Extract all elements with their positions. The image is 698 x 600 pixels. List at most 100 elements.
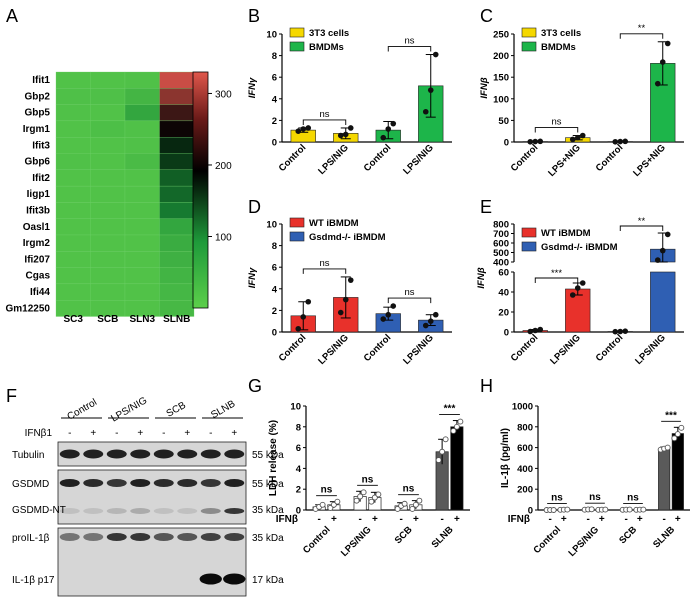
blot-band [177,449,198,459]
data-point [427,318,434,325]
legend-swatch [521,227,537,238]
data-point [617,138,624,145]
legend-label: WT iBMDM [309,218,359,229]
western-row-label: proIL-1β [12,533,50,544]
blot-band [59,479,80,487]
heatmap-cell [55,202,91,219]
data-point [674,431,681,438]
panel-label-f: F [6,386,17,406]
blot-band [106,508,127,514]
heatmap-cell [124,137,160,154]
y-tick-label: 0 [272,328,277,339]
western-sign: + [231,428,237,439]
significance-label: ns [551,117,561,128]
heatmap-cell [124,283,160,301]
data-point [659,247,666,254]
treatment-sign: - [624,514,627,525]
blot-panel [57,469,247,525]
y-axis-label: IFNβ [479,77,490,98]
y-axis-label: IFNγ [247,267,258,288]
y-tick-label: 0 [504,328,509,339]
treatment-label: IFNβ [508,514,530,525]
heatmap-cell [90,234,126,252]
data-point [353,497,360,504]
data-point [564,506,571,513]
heatmap-cell [159,234,195,252]
x-tick-label: LPS/NIG [401,142,436,177]
legend-swatch [521,27,537,38]
blot-band [224,449,245,459]
x-tick-label: Control [594,332,626,364]
treatment-sign: + [637,514,643,525]
heatmap-row-label: Irgm1 [23,124,51,135]
significance-label: *** [551,268,562,279]
heatmap-cell [124,120,160,138]
heatmap-cell [159,267,195,285]
data-point [300,314,307,320]
treatment-sign: - [662,514,665,525]
heatmap-cell [55,169,91,187]
data-point [412,501,419,508]
data-point [527,328,534,335]
heatmap-row-label: Ifit3b [26,205,50,216]
colorbar-tick-label: 100 [215,232,232,243]
blot-band [106,449,127,459]
y-tick-label: 4 [272,94,278,105]
y-tick-label: 0 [272,138,277,149]
y-tick-label: 150 [493,73,509,84]
data-point [357,493,364,500]
data-point [401,500,408,507]
data-point [532,327,539,334]
western-sign: + [184,428,190,439]
data-point [319,501,326,508]
heatmap-col-label: SLNB [163,314,190,325]
heatmap-cell [55,71,91,89]
x-tick-label: LPS+NIG [546,142,583,179]
treatment-sign: + [675,514,681,525]
bar [565,288,591,333]
data-point [385,126,392,132]
data-point [678,424,685,431]
x-tick-label: Control [277,142,309,174]
y-tick-label: 8 [272,51,277,62]
panel-label-c: C [480,6,493,26]
data-point [671,435,678,442]
y-tick-label: 40 [498,288,509,299]
significance-label: ns [362,474,374,485]
significance-label: ** [638,23,646,34]
legend-label: WT iBMDM [541,228,591,239]
western-condition-label: LPS/NIG [109,395,149,424]
x-tick-label: LPS/NIG [566,524,601,559]
data-point [427,87,434,93]
significance-label: ns [319,109,329,120]
y-axis-label: LDH release (%) [268,420,279,496]
western-kda-label: 35 kDa [252,505,284,516]
y-tick-label: 200 [493,51,509,62]
significance-bracket [619,33,664,39]
heatmap-cell [124,202,160,219]
data-point [457,418,464,425]
data-point [432,51,439,58]
legend-swatch [289,217,305,228]
data-point [453,423,460,430]
heatmap-cell [55,104,91,122]
data-point [537,326,544,333]
legend-swatch [521,241,537,252]
heatmap-col-label: SLN3 [129,314,155,325]
significance-bracket [302,268,347,274]
heatmap-cell [55,120,91,138]
heatmap-row-label: Ifit2 [32,173,50,184]
data-point [337,132,344,139]
y-tick-label: 100 [493,94,509,105]
blot-band [153,508,174,514]
data-point [579,280,586,286]
western-row-label: IL-1β p17 [12,575,55,586]
legend-swatch [289,231,305,242]
heatmap-row-label: Irgm2 [23,238,51,249]
heatmap-row-label: Cgas [26,271,51,282]
data-point [416,497,423,504]
heatmap-col-label: SCB [97,314,118,325]
